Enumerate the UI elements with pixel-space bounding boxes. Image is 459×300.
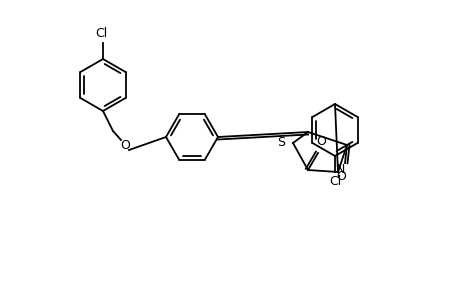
Text: Cl: Cl [95, 27, 107, 40]
Text: Cl: Cl [328, 175, 341, 188]
Text: O: O [120, 139, 129, 152]
Text: S: S [276, 136, 285, 148]
Text: O: O [336, 170, 345, 183]
Text: O: O [315, 135, 325, 148]
Text: N: N [335, 163, 344, 176]
